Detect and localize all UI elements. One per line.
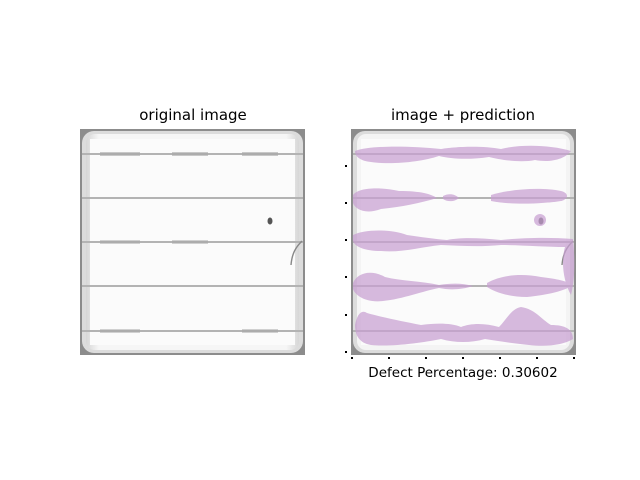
defect-percentage-label: Defect Percentage: xyxy=(368,365,498,381)
defect-percentage-caption: Defect Percentage: 0.30602 xyxy=(368,365,557,381)
original-cell-image xyxy=(80,129,305,355)
original-image-title: original image xyxy=(139,106,247,124)
y-ticks xyxy=(345,165,347,353)
prediction-image-title: image + prediction xyxy=(390,106,536,124)
prediction-mask xyxy=(353,145,575,346)
prediction-overlay-image xyxy=(351,129,576,355)
defect-percentage-value: 0.30602 xyxy=(501,365,558,381)
crack-mark xyxy=(290,240,303,266)
x-ticks xyxy=(351,357,575,359)
busbars xyxy=(82,152,303,333)
defect-spot xyxy=(267,217,273,225)
